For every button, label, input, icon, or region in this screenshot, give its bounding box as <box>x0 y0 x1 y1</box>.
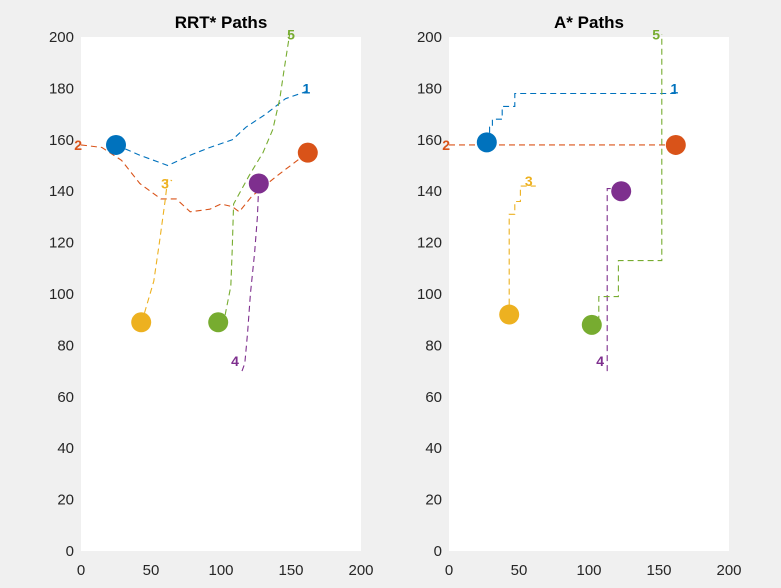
a-star-path-5-label: 5 <box>652 26 660 42</box>
rrt-star-path-4-line <box>241 183 260 372</box>
a-star-path-lines <box>449 34 676 372</box>
rrt-star-y-tick-60: 60 <box>57 389 74 406</box>
a-star-path-4-start-marker <box>611 181 632 202</box>
a-star-x-tick-labels: 0 50 100 150 200 <box>445 562 742 579</box>
a-star-x-tick-50: 50 <box>511 562 528 579</box>
a-star-path-1-label: 1 <box>671 80 679 96</box>
a-star-y-tick-100: 100 <box>417 286 442 303</box>
a-star-path-labels: 1 2 3 4 5 <box>442 26 678 368</box>
a-star-markers <box>476 132 686 335</box>
a-star-plot-area <box>449 37 729 551</box>
a-star-path-3-label: 3 <box>525 173 533 189</box>
rrt-star-x-tick-150: 150 <box>278 562 303 579</box>
a-star-y-tick-40: 40 <box>425 440 442 457</box>
rrt-star-path-5-start-marker <box>208 312 229 333</box>
a-star-y-tick-labels: 0 20 40 60 80 100 120 140 160 180 200 <box>417 29 442 560</box>
rrt-star-path-lines <box>80 34 309 372</box>
rrt-star-path-2-start-marker <box>297 142 318 163</box>
a-star-x-tick-200: 200 <box>716 562 741 579</box>
a-star-x-tick-0: 0 <box>445 562 453 579</box>
a-star-y-tick-140: 140 <box>417 183 442 200</box>
rrt-star-y-tick-40: 40 <box>57 440 74 457</box>
a-star-y-tick-120: 120 <box>417 235 442 252</box>
a-star-path-2-start-marker <box>665 134 686 155</box>
a-star-y-tick-0: 0 <box>434 543 442 560</box>
rrt-star-y-tick-20: 20 <box>57 492 74 509</box>
a-star-path-1-start-marker <box>476 132 497 153</box>
a-star-axes: A* Paths 0 50 100 150 200 020406080100120140… <box>417 13 742 579</box>
a-star-y-tick-20: 20 <box>425 492 442 509</box>
rrt-star-path-2-label: 2 <box>74 137 82 153</box>
rrt-star-markers <box>106 134 318 333</box>
a-star-path-1-line <box>486 92 676 143</box>
rrt-star-x-tick-labels: 0 50 100 150 200 <box>77 562 374 579</box>
rrt-star-plot-area <box>81 37 361 551</box>
rrt-star-y-tick-120: 120 <box>49 235 74 252</box>
a-star-path-5-start-marker <box>581 314 602 335</box>
rrt-star-x-tick-50: 50 <box>143 562 160 579</box>
rrt-star-path-3-start-marker <box>131 312 152 333</box>
a-star-path-3-line <box>508 185 536 315</box>
a-star-path-4-label: 4 <box>596 353 604 369</box>
rrt-star-path-5-line <box>217 34 291 323</box>
a-star-y-tick-60: 60 <box>425 389 442 406</box>
rrt-star-y-tick-140: 140 <box>49 183 74 200</box>
rrt-star-path-4-start-marker <box>248 173 269 194</box>
a-star-path-5-line <box>591 34 663 326</box>
rrt-star-title: RRT* Paths <box>175 13 268 32</box>
a-star-title: A* Paths <box>554 13 624 32</box>
rrt-star-axes: RRT* Paths 0 50 100 150 200 0204060801001201… <box>49 13 374 579</box>
rrt-star-path-4-label: 4 <box>231 353 239 369</box>
rrt-star-y-tick-200: 200 <box>49 29 74 46</box>
a-star-x-tick-150: 150 <box>646 562 671 579</box>
rrt-star-x-tick-200: 200 <box>348 562 373 579</box>
rrt-star-y-tick-180: 180 <box>49 80 74 97</box>
rrt-star-path-3-label: 3 <box>161 175 169 191</box>
rrt-star-y-tick-0: 0 <box>66 543 74 560</box>
a-star-path-3-start-marker <box>499 304 520 325</box>
a-star-x-tick-100: 100 <box>576 562 601 579</box>
rrt-star-y-tick-160: 160 <box>49 132 74 149</box>
rrt-star-y-tick-80: 80 <box>57 337 74 354</box>
rrt-star-path-labels: 1 2 3 4 5 <box>74 26 310 368</box>
a-star-path-2-label: 2 <box>442 137 450 153</box>
a-star-path-4-line <box>606 188 619 372</box>
a-star-y-tick-160: 160 <box>417 132 442 149</box>
rrt-star-x-tick-100: 100 <box>208 562 233 579</box>
a-star-y-tick-180: 180 <box>417 80 442 97</box>
rrt-star-y-tick-labels: 0 20 40 60 80 100 120 140 160 180 200 <box>49 29 74 560</box>
rrt-star-path-1-start-marker <box>106 134 126 155</box>
rrt-star-path-1-label: 1 <box>303 80 311 96</box>
rrt-star-path-1-line <box>115 90 308 167</box>
a-star-y-tick-80: 80 <box>425 337 442 354</box>
rrt-star-y-tick-100: 100 <box>49 286 74 303</box>
a-star-y-tick-200: 200 <box>417 29 442 46</box>
rrt-star-path-3-line <box>140 177 173 323</box>
rrt-star-x-tick-0: 0 <box>77 562 85 579</box>
rrt-star-path-2-line <box>80 144 309 213</box>
rrt-star-path-5-label: 5 <box>287 26 295 42</box>
